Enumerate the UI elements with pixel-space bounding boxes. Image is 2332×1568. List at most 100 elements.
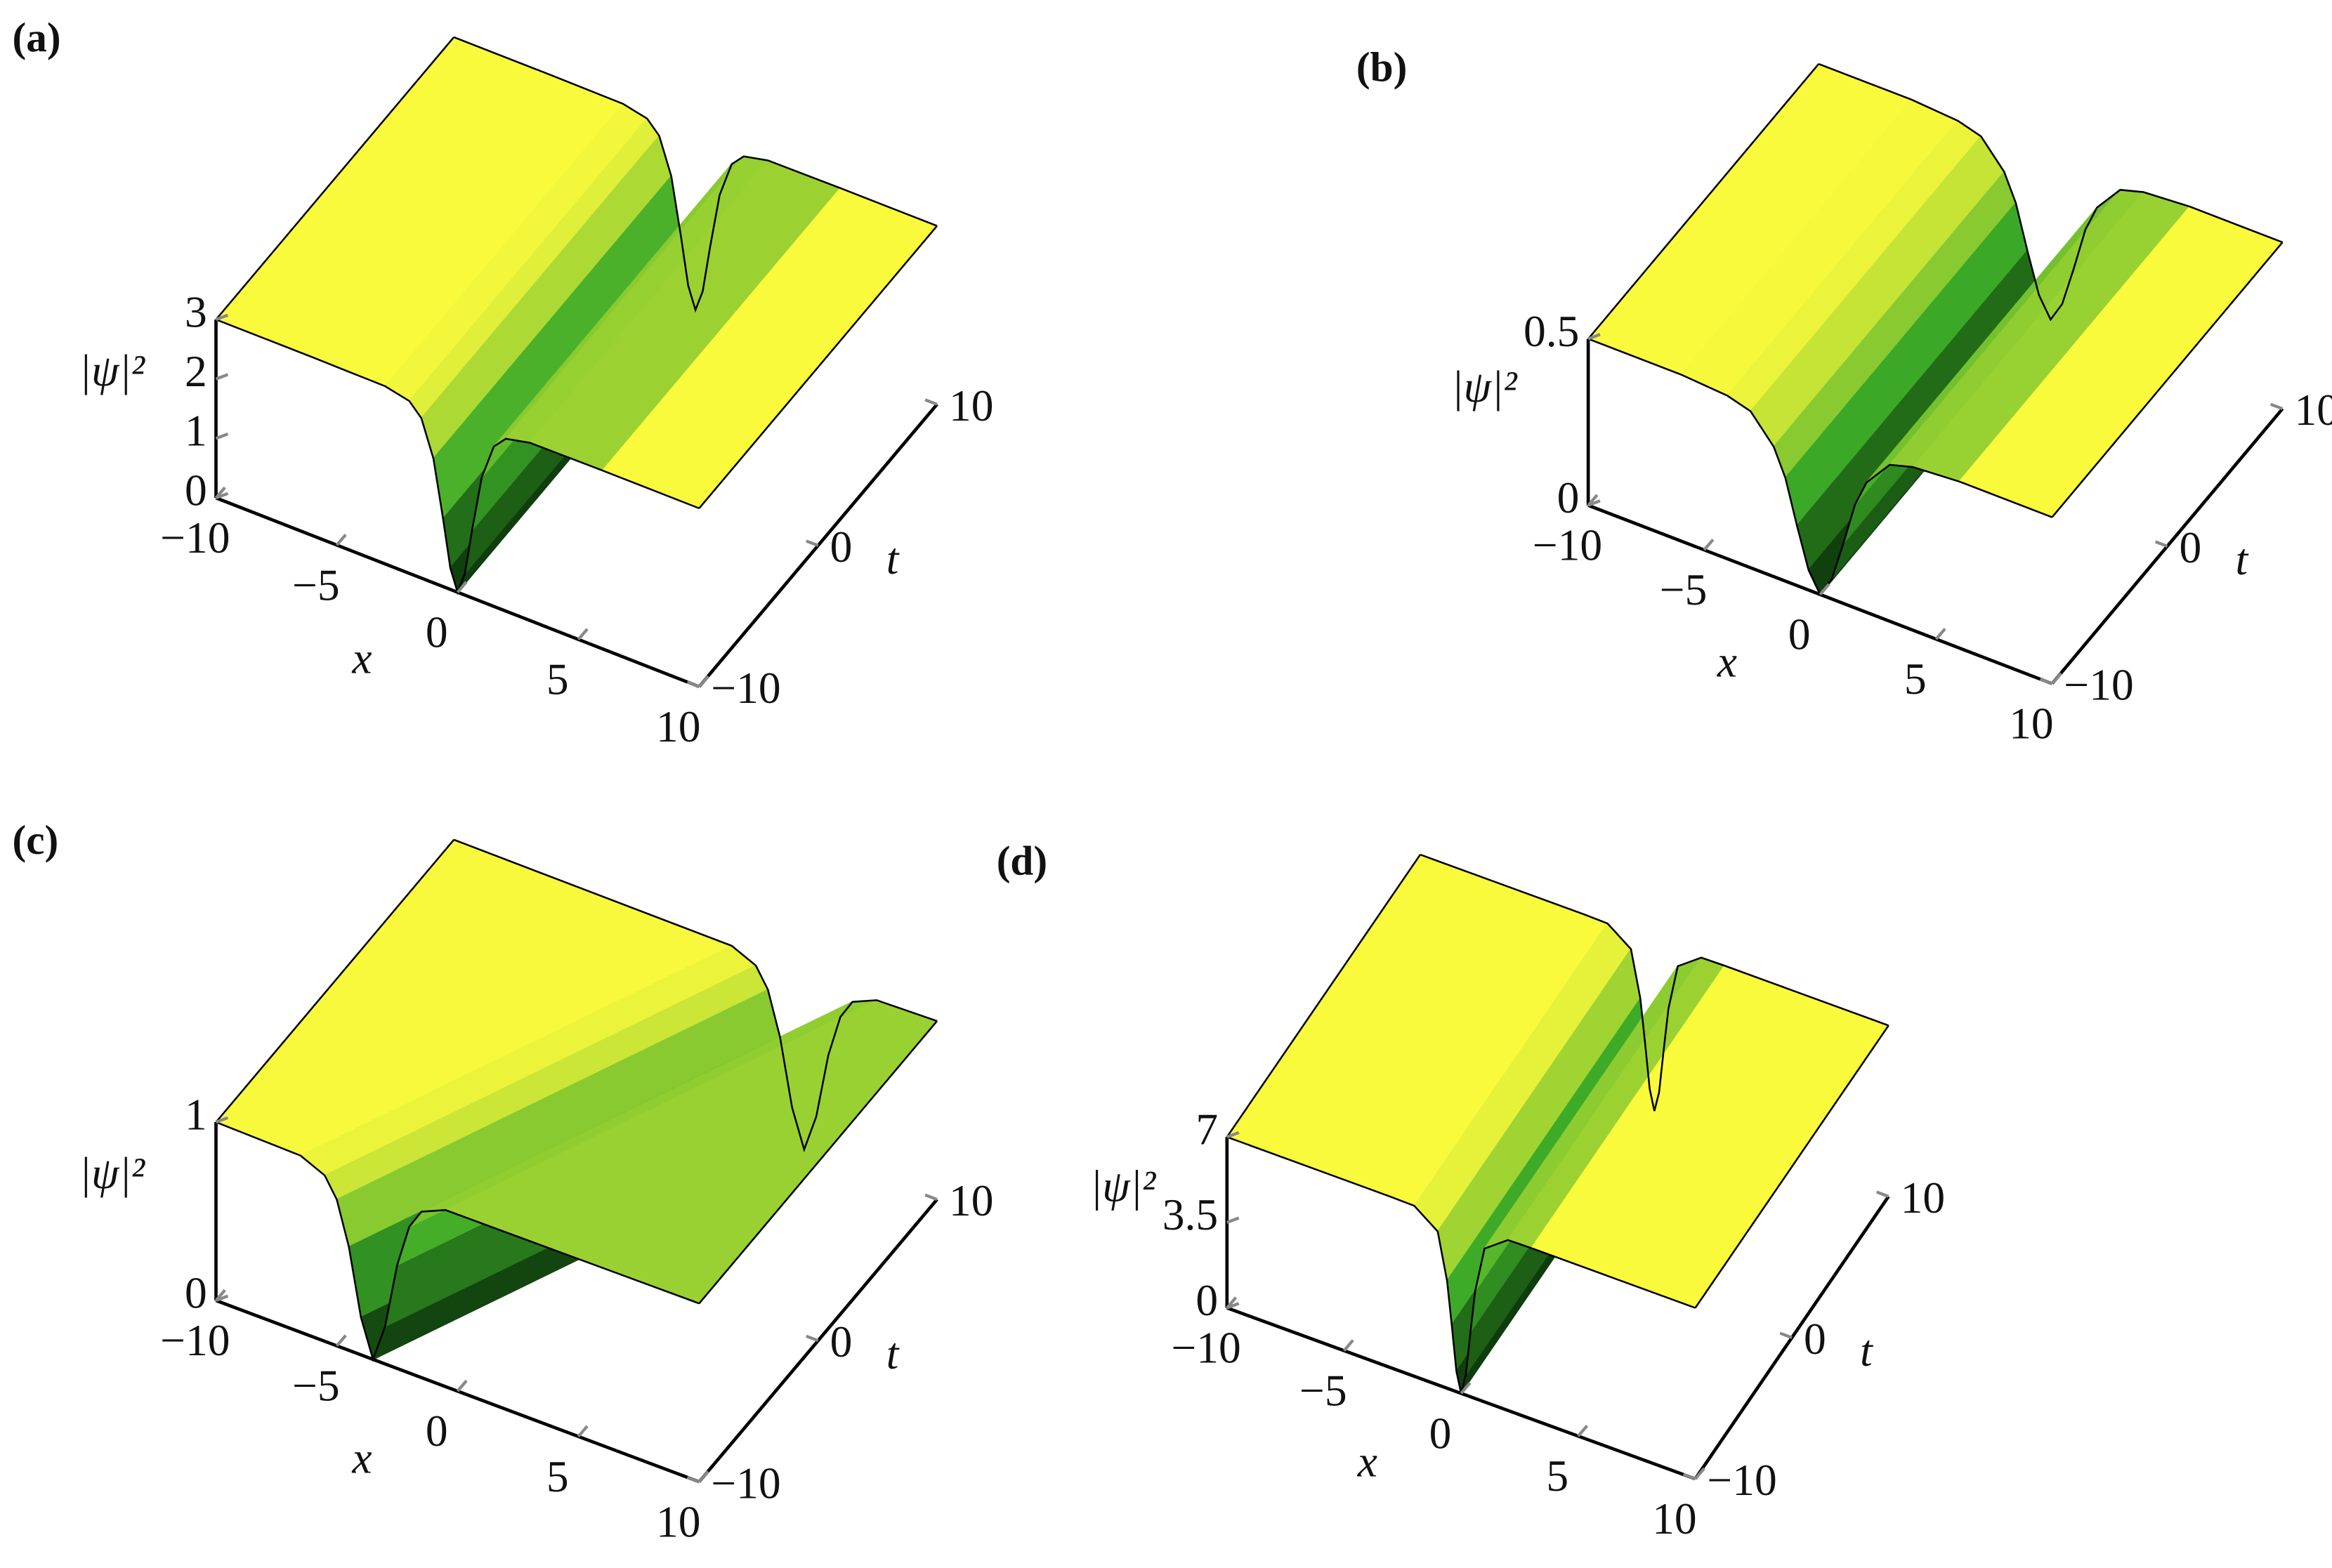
tick-mark xyxy=(335,1334,347,1347)
z-axis-label: |ψ|² xyxy=(1451,362,1517,411)
surface-side xyxy=(215,839,455,1123)
x-tick-label: 0 xyxy=(426,1406,448,1456)
surface-edge xyxy=(453,36,938,313)
surface-side xyxy=(698,225,938,509)
x-tick-label: −10 xyxy=(1171,1323,1240,1373)
tick-mark xyxy=(456,581,468,593)
z-axis-label: |ψ|² xyxy=(1090,1161,1156,1211)
x-tick-label: 5 xyxy=(546,1451,569,1501)
tick-mark xyxy=(924,398,938,406)
surface-side xyxy=(2051,242,2284,518)
tick-mark xyxy=(215,433,229,440)
tick-mark xyxy=(697,1470,709,1483)
z-axis-label: |ψ|² xyxy=(79,345,145,395)
t-tick-label: 0 xyxy=(1804,1314,1826,1364)
tick-mark xyxy=(1226,1216,1240,1224)
x-axis-label: x xyxy=(1717,637,1737,687)
panel-label: (b) xyxy=(1356,44,1407,90)
tick-mark xyxy=(1460,1382,1472,1395)
t-tick-label: −10 xyxy=(711,1458,780,1508)
panel-label: (c) xyxy=(13,817,59,863)
surface-side xyxy=(698,1020,938,1305)
tick-mark xyxy=(215,373,229,381)
t-tick-label: −10 xyxy=(1707,1455,1776,1505)
x-tick-label: −10 xyxy=(1533,520,1602,570)
x-tick-label: 5 xyxy=(1904,654,1927,704)
t-tick-label: 10 xyxy=(2294,385,2332,435)
tick-mark xyxy=(1703,538,1715,551)
axis-line xyxy=(1226,1306,1696,1481)
surface-edge xyxy=(1420,853,1889,1112)
t-axis-label: t xyxy=(886,1329,900,1378)
tick-mark xyxy=(697,675,709,688)
t-tick-label: 0 xyxy=(2179,522,2201,572)
tick-mark xyxy=(806,1334,819,1343)
tick-mark xyxy=(1342,1339,1354,1352)
t-axis-label: t xyxy=(1860,1326,1873,1376)
tick-mark xyxy=(1226,1131,1240,1139)
x-tick-label: 10 xyxy=(2009,699,2053,749)
x-tick-label: −5 xyxy=(1299,1366,1347,1416)
tick-mark xyxy=(1819,583,1830,596)
z-tick-label: 3.5 xyxy=(1162,1190,1218,1239)
z-tick-label: 0 xyxy=(1196,1275,1218,1325)
z-tick-label: 1 xyxy=(185,406,207,456)
surface-side xyxy=(1694,1025,1889,1309)
z-tick-label: 2 xyxy=(185,346,207,396)
tick-mark xyxy=(924,1193,938,1201)
x-tick-label: −5 xyxy=(292,1361,340,1411)
x-tick-label: 10 xyxy=(656,1496,700,1546)
tick-mark xyxy=(686,680,700,688)
tick-mark xyxy=(806,539,819,547)
tick-mark xyxy=(1587,499,1601,507)
tick-mark xyxy=(215,1116,229,1124)
panel-label: (d) xyxy=(997,837,1047,883)
tick-mark xyxy=(215,313,229,322)
t-tick-label: 0 xyxy=(830,1317,853,1366)
tick-mark xyxy=(2154,540,2168,548)
tick-mark xyxy=(1694,1467,1705,1480)
z-tick-label: 0 xyxy=(185,1267,207,1317)
t-tick-label: 10 xyxy=(949,1175,993,1225)
x-tick-label: 5 xyxy=(1546,1451,1568,1501)
surface-side xyxy=(1226,854,1421,1138)
tick-mark xyxy=(2050,672,2062,685)
x-tick-label: 0 xyxy=(1788,610,1811,659)
z-tick-label: 0.5 xyxy=(1524,306,1579,356)
surface-edge xyxy=(1818,62,2284,322)
tick-mark xyxy=(215,1294,229,1302)
tick-mark xyxy=(215,492,229,500)
z-tick-label: 0 xyxy=(1557,473,1580,522)
tick-mark xyxy=(577,1425,589,1438)
tick-mark xyxy=(1875,1190,1889,1198)
x-tick-label: 0 xyxy=(1429,1408,1452,1458)
tick-mark xyxy=(1577,1424,1589,1437)
tick-mark xyxy=(1587,333,1601,341)
t-tick-label: −10 xyxy=(711,663,780,713)
x-axis-label: x xyxy=(351,633,372,683)
t-tick-label: 10 xyxy=(1901,1173,1945,1223)
x-tick-label: −10 xyxy=(160,1315,230,1365)
x-tick-label: 10 xyxy=(1652,1494,1696,1543)
x-tick-label: −5 xyxy=(292,560,340,610)
surface-side xyxy=(215,37,455,320)
x-axis-label: x xyxy=(1357,1437,1377,1487)
tick-mark xyxy=(456,1379,468,1392)
panel-label: (a) xyxy=(13,14,61,60)
surface-side xyxy=(1587,63,1820,340)
tick-mark xyxy=(686,1475,700,1484)
t-axis-label: t xyxy=(2236,534,2249,584)
x-tick-label: −5 xyxy=(1660,565,1708,614)
z-tick-label: 3 xyxy=(185,286,207,336)
x-tick-label: 5 xyxy=(546,654,569,704)
t-tick-label: 10 xyxy=(949,381,993,430)
t-axis-label: t xyxy=(886,534,900,584)
tick-mark xyxy=(1934,627,1946,640)
tick-mark xyxy=(1226,1302,1240,1310)
tick-mark xyxy=(1682,1473,1696,1480)
